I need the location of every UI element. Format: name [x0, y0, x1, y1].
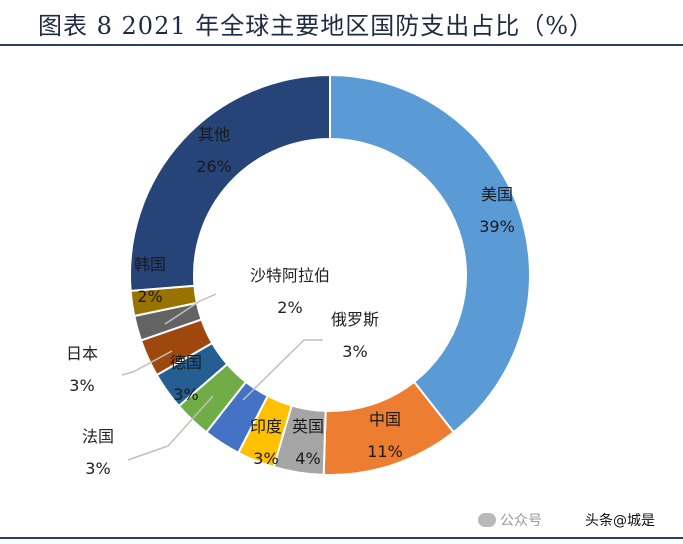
chart-title: 图表 8 2021 年全球主要地区国防支出占比（%） [38, 12, 595, 40]
watermark-right: 头条@城是 [585, 513, 655, 529]
leader-line-俄罗斯 [242, 339, 323, 401]
leader-line-日本 [121, 350, 173, 376]
label-name-美国: 美国 [481, 185, 513, 204]
label-name-法国: 法国 [82, 427, 114, 446]
label-name-印度: 印度 [250, 417, 282, 436]
label-name-中国: 中国 [369, 410, 401, 429]
slice-美国 [329, 73, 531, 434]
title-underline [0, 44, 683, 46]
label-value-日本: 3% [69, 376, 94, 395]
slice-其他 [129, 73, 331, 292]
leader-lines [121, 293, 323, 461]
data-labels: 美国 39% 中国 11% 英国 4% 印度 3% 俄罗斯 3% 法国 3% 德国 3% 日本 3% 沙特阿拉伯… [66, 125, 515, 478]
bottom-rule [0, 537, 683, 539]
label-value-德国: 3% [173, 385, 198, 404]
label-name-日本: 日本 [66, 344, 98, 363]
label-value-俄罗斯: 3% [342, 342, 367, 361]
leader-line-沙特阿拉伯 [164, 293, 217, 325]
label-value-中国: 11% [367, 442, 403, 461]
leader-line-法国 [127, 395, 214, 461]
label-name-德国: 德国 [170, 353, 202, 372]
label-value-印度: 3% [253, 449, 278, 468]
wechat-icon [478, 513, 496, 527]
label-name-韩国: 韩国 [134, 255, 166, 274]
label-value-法国: 3% [85, 459, 110, 478]
label-value-沙特阿拉伯: 2% [277, 298, 302, 317]
label-name-俄罗斯: 俄罗斯 [331, 310, 379, 329]
label-name-英国: 英国 [292, 417, 324, 436]
label-value-英国: 4% [295, 449, 320, 468]
label-name-沙特阿拉伯: 沙特阿拉伯 [250, 266, 330, 285]
label-name-其他: 其他 [198, 125, 230, 144]
label-value-美国: 39% [479, 217, 515, 236]
watermark: 公众号 [478, 510, 542, 530]
label-value-韩国: 2% [137, 287, 162, 306]
watermark-left: 公众号 [500, 513, 542, 529]
donut-slices [129, 73, 531, 476]
label-value-其他: 26% [196, 157, 232, 176]
